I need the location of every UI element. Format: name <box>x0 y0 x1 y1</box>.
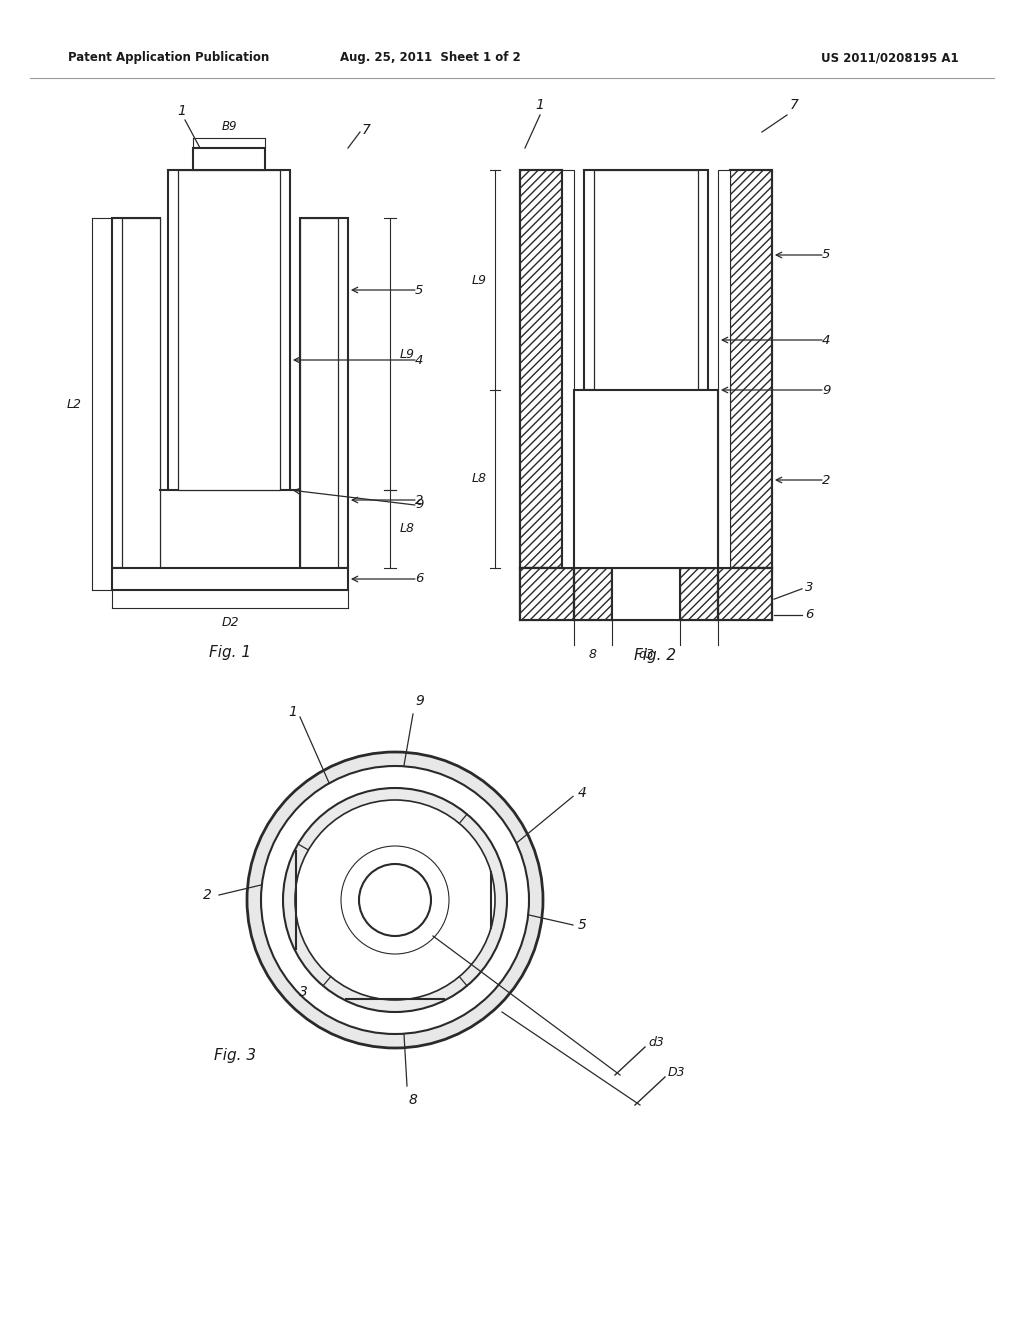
Text: L9: L9 <box>472 273 487 286</box>
Bar <box>520 568 574 620</box>
Bar <box>612 568 680 620</box>
Text: L9: L9 <box>400 347 415 360</box>
Bar <box>718 170 730 568</box>
Circle shape <box>283 788 507 1012</box>
Circle shape <box>247 752 543 1048</box>
Text: 4: 4 <box>578 787 587 800</box>
Bar <box>300 218 348 568</box>
Text: 8: 8 <box>409 1093 418 1107</box>
Text: D2: D2 <box>221 616 239 630</box>
Bar <box>168 170 290 490</box>
Circle shape <box>295 800 495 1001</box>
Text: 8: 8 <box>589 648 597 661</box>
Bar <box>584 170 708 389</box>
Bar <box>574 568 612 620</box>
Text: 3: 3 <box>299 985 307 999</box>
Text: L8: L8 <box>472 473 487 486</box>
Text: 9: 9 <box>822 384 830 396</box>
Text: 9: 9 <box>415 499 423 511</box>
Bar <box>178 170 280 490</box>
Bar <box>730 170 772 568</box>
Text: 5: 5 <box>578 917 587 932</box>
Bar <box>574 389 718 568</box>
Text: Fig. 2: Fig. 2 <box>634 648 676 663</box>
Bar <box>520 170 562 568</box>
Bar <box>680 568 718 620</box>
Text: 7: 7 <box>362 123 371 137</box>
Text: Fig. 1: Fig. 1 <box>209 645 251 660</box>
Text: 2: 2 <box>203 888 212 902</box>
Bar <box>520 568 574 620</box>
Bar <box>594 170 698 389</box>
Text: 9: 9 <box>415 694 424 708</box>
Bar <box>300 218 338 568</box>
Bar <box>112 218 160 568</box>
Bar <box>680 568 718 620</box>
Text: 5: 5 <box>822 248 830 261</box>
Text: D3: D3 <box>668 1067 686 1080</box>
Text: Patent Application Publication: Patent Application Publication <box>68 51 269 65</box>
Bar <box>520 170 562 568</box>
Text: 2: 2 <box>822 474 830 487</box>
Text: 1: 1 <box>536 98 545 112</box>
Text: US 2011/0208195 A1: US 2011/0208195 A1 <box>821 51 958 65</box>
Text: 4: 4 <box>822 334 830 346</box>
Bar <box>718 568 772 620</box>
Text: d3: d3 <box>638 648 654 661</box>
Text: 1: 1 <box>288 705 297 719</box>
Text: 6: 6 <box>415 573 423 586</box>
Bar <box>112 568 348 590</box>
Text: B9: B9 <box>221 120 237 133</box>
Text: 1: 1 <box>177 104 186 117</box>
Text: 4: 4 <box>415 354 423 367</box>
Text: L8: L8 <box>400 523 415 536</box>
Bar <box>193 148 265 170</box>
Bar <box>730 170 772 568</box>
Text: d3: d3 <box>648 1036 664 1049</box>
Circle shape <box>261 766 529 1034</box>
Bar <box>718 568 772 620</box>
Text: Fig. 3: Fig. 3 <box>214 1048 256 1063</box>
Text: 5: 5 <box>415 284 423 297</box>
Text: 2: 2 <box>415 494 423 507</box>
Text: L2: L2 <box>67 397 82 411</box>
Bar <box>562 170 574 568</box>
Text: 7: 7 <box>790 98 799 112</box>
Circle shape <box>359 865 431 936</box>
Text: 3: 3 <box>805 581 813 594</box>
Text: D3: D3 <box>637 224 654 238</box>
Text: Aug. 25, 2011  Sheet 1 of 2: Aug. 25, 2011 Sheet 1 of 2 <box>340 51 520 65</box>
Text: 6: 6 <box>805 609 813 622</box>
Bar <box>574 568 612 620</box>
Circle shape <box>247 752 543 1048</box>
Bar <box>122 218 160 568</box>
